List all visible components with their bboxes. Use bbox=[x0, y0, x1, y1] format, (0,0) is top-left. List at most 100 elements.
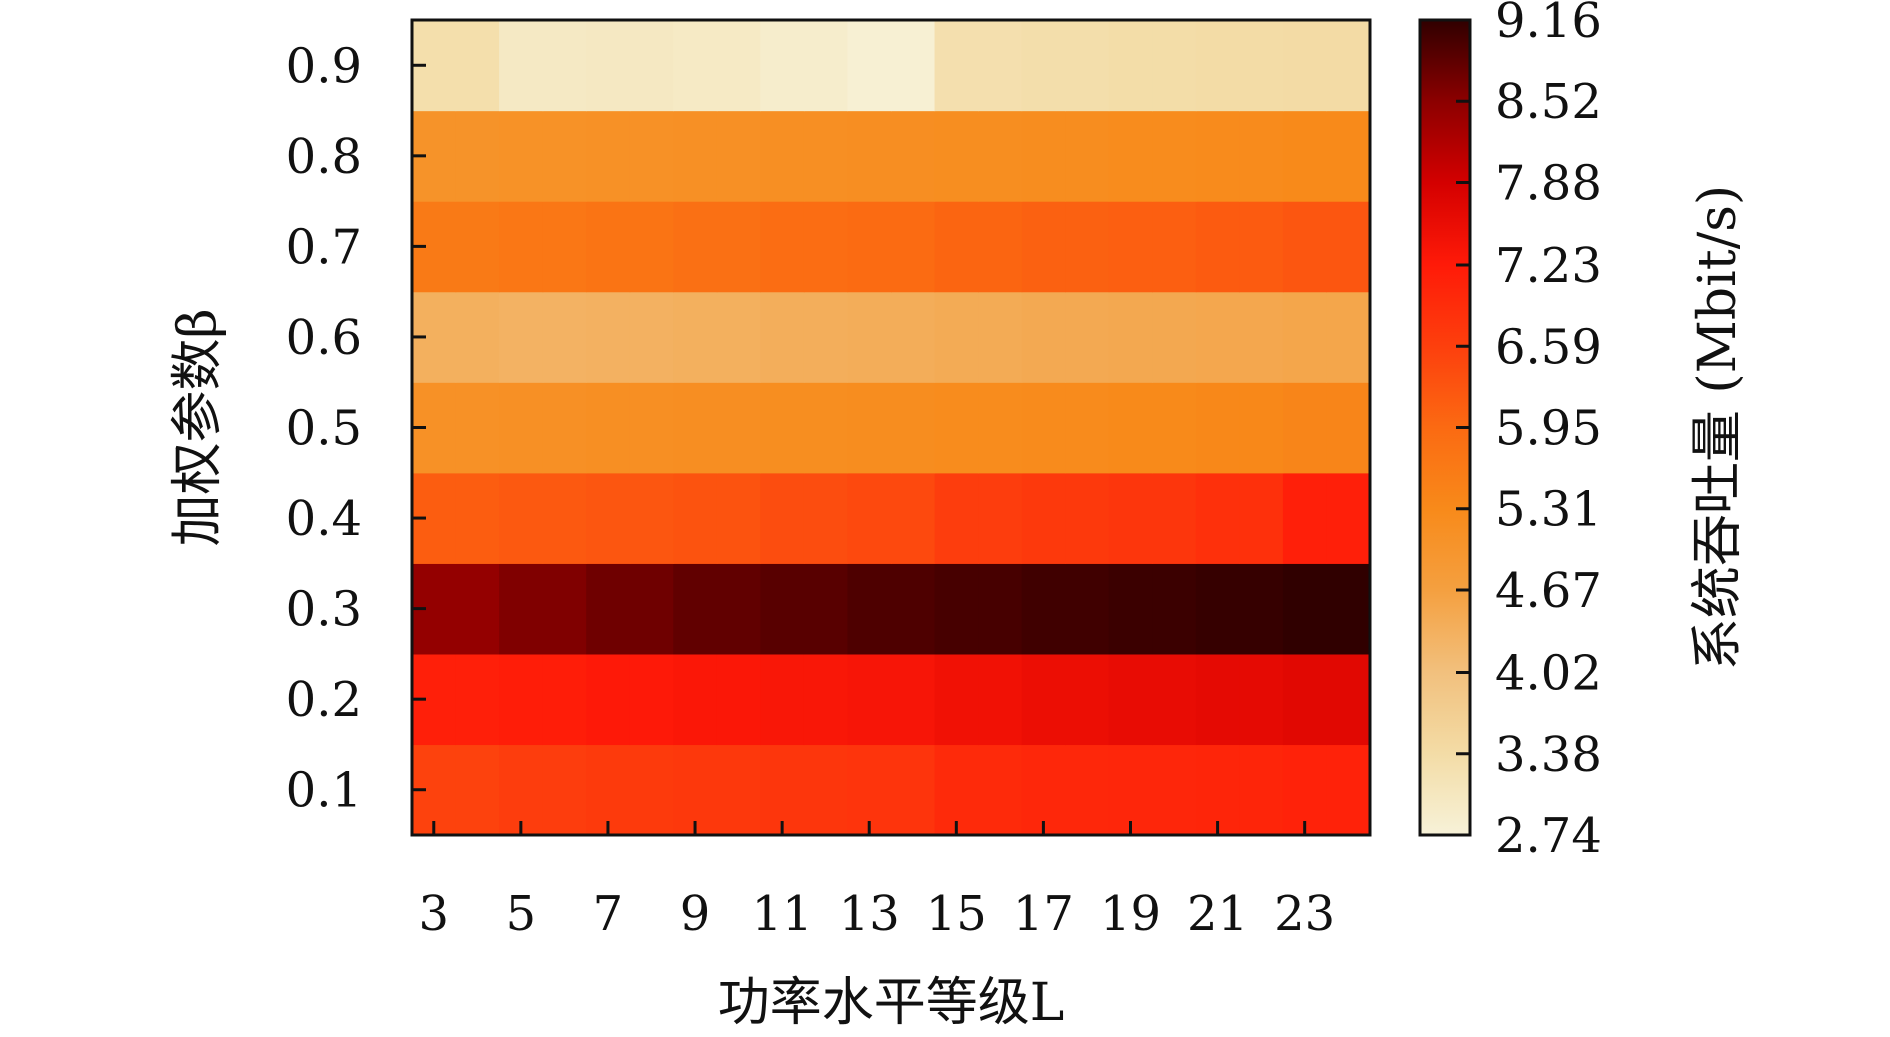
heatmap-cell bbox=[891, 201, 936, 293]
heatmap-cell bbox=[934, 563, 979, 655]
y-axis-label: 加权参数β bbox=[168, 308, 228, 546]
heatmap-cell bbox=[934, 110, 979, 202]
heatmap-cell bbox=[455, 472, 500, 564]
heatmap-cell bbox=[891, 110, 936, 202]
heatmap-cell bbox=[1239, 382, 1284, 474]
x-tick-label: 15 bbox=[926, 886, 987, 942]
y-tick-label: 0.3 bbox=[286, 582, 362, 638]
heatmap-cell bbox=[1152, 563, 1197, 655]
heatmap-cell bbox=[629, 291, 674, 383]
heatmap-cell bbox=[586, 291, 631, 383]
heatmap-cell bbox=[455, 291, 500, 383]
heatmap-cell bbox=[1195, 472, 1240, 564]
colorbar-tick-label: 9.16 bbox=[1495, 0, 1602, 49]
x-tick-label: 21 bbox=[1187, 886, 1248, 942]
heatmap-cell bbox=[891, 382, 936, 474]
heatmap-cell bbox=[716, 201, 761, 293]
heatmap-cell bbox=[934, 382, 979, 474]
heatmap-cell bbox=[455, 382, 500, 474]
heatmap-cell bbox=[455, 20, 500, 112]
heatmap-cell bbox=[716, 20, 761, 112]
heatmap-cell bbox=[847, 744, 892, 836]
heatmap-cell bbox=[629, 653, 674, 746]
heatmap-cell bbox=[803, 653, 849, 746]
heatmap-cell bbox=[1152, 201, 1197, 293]
heatmap-cell bbox=[455, 201, 500, 293]
heatmap-cell bbox=[1195, 563, 1240, 655]
colorbar-tick-label: 3.38 bbox=[1495, 727, 1602, 783]
heatmap-cell bbox=[1282, 744, 1328, 836]
x-tick-label: 17 bbox=[1013, 886, 1074, 942]
heatmap-cell bbox=[673, 201, 718, 293]
heatmap-cell bbox=[891, 20, 936, 112]
heatmap-cell bbox=[1195, 110, 1240, 202]
heatmap-cell bbox=[847, 201, 892, 293]
y-tick-label: 0.6 bbox=[286, 310, 362, 366]
heatmap-cell bbox=[1108, 110, 1153, 202]
heatmap-cell bbox=[934, 20, 979, 112]
heatmap-cell bbox=[629, 201, 674, 293]
heatmap-cell bbox=[542, 201, 587, 293]
x-tick-label: 19 bbox=[1100, 886, 1161, 942]
heatmap-cell bbox=[1239, 20, 1284, 112]
heatmap-cell bbox=[803, 20, 849, 112]
heatmap-cell bbox=[542, 744, 587, 836]
heatmap-cell bbox=[978, 20, 1023, 112]
heatmap-cell bbox=[542, 472, 587, 564]
y-tick-label: 0.1 bbox=[286, 763, 362, 819]
heatmap-cell bbox=[1195, 291, 1240, 383]
heatmap-cell bbox=[1326, 20, 1371, 112]
heatmap-cell bbox=[847, 563, 892, 655]
heatmap-cell bbox=[1152, 110, 1197, 202]
heatmap-cell bbox=[586, 653, 631, 746]
x-tick-label: 3 bbox=[418, 886, 449, 942]
heatmap-cell bbox=[673, 291, 718, 383]
y-tick-label: 0.2 bbox=[286, 672, 362, 728]
heatmap-cell bbox=[934, 291, 979, 383]
heatmap-cell bbox=[673, 653, 718, 746]
heatmap-cell bbox=[1239, 653, 1284, 746]
heatmap-cell bbox=[1108, 653, 1153, 746]
colorbar-tick-label: 6.59 bbox=[1495, 319, 1602, 375]
heatmap-cell bbox=[847, 472, 892, 564]
x-tick-label: 5 bbox=[506, 886, 537, 942]
y-axis: 0.1 0.2 0.3 0.4 0.5 0.6 0.7 0.8 0.9 bbox=[286, 38, 426, 819]
heatmap-cell bbox=[1065, 20, 1110, 112]
heatmap-cell bbox=[891, 744, 936, 836]
heatmap-cell bbox=[586, 744, 631, 836]
heatmap-cell bbox=[1021, 201, 1066, 293]
heatmap-cell bbox=[629, 744, 674, 836]
heatmap-cell bbox=[673, 744, 718, 836]
heatmap-cell bbox=[1326, 744, 1371, 836]
heatmap-cell bbox=[803, 201, 849, 293]
heatmap-cell bbox=[716, 472, 761, 564]
heatmap-cell bbox=[1065, 744, 1110, 836]
heatmap-cell bbox=[760, 110, 805, 202]
x-tick-label: 13 bbox=[839, 886, 900, 942]
heatmap-cell bbox=[499, 201, 544, 293]
heatmap-cell bbox=[847, 382, 892, 474]
heatmap-cell bbox=[1282, 20, 1328, 112]
heatmap-cell bbox=[716, 110, 761, 202]
heatmap-cell bbox=[1065, 291, 1110, 383]
heatmap-cell bbox=[891, 291, 936, 383]
heatmap-cell bbox=[760, 472, 805, 564]
heatmap-cell bbox=[1152, 653, 1197, 746]
heatmap-cell bbox=[978, 563, 1023, 655]
heatmap-cell bbox=[760, 382, 805, 474]
heatmap-cell bbox=[1108, 20, 1153, 112]
heatmap-cell bbox=[760, 291, 805, 383]
heatmap-cell bbox=[803, 382, 849, 474]
heatmap-cell bbox=[542, 563, 587, 655]
heatmap-cell bbox=[760, 744, 805, 836]
heatmap-cell bbox=[1195, 201, 1240, 293]
heatmap-cell bbox=[673, 382, 718, 474]
heatmap-cell bbox=[847, 20, 892, 112]
colorbar-tick-label: 5.95 bbox=[1495, 401, 1602, 457]
heatmap-cell bbox=[499, 563, 544, 655]
heatmap-cell bbox=[1326, 472, 1371, 564]
heatmap-cell bbox=[1021, 20, 1066, 112]
heatmap-cell bbox=[586, 563, 631, 655]
heatmap-cell bbox=[1021, 291, 1066, 383]
heatmap-cell bbox=[803, 110, 849, 202]
